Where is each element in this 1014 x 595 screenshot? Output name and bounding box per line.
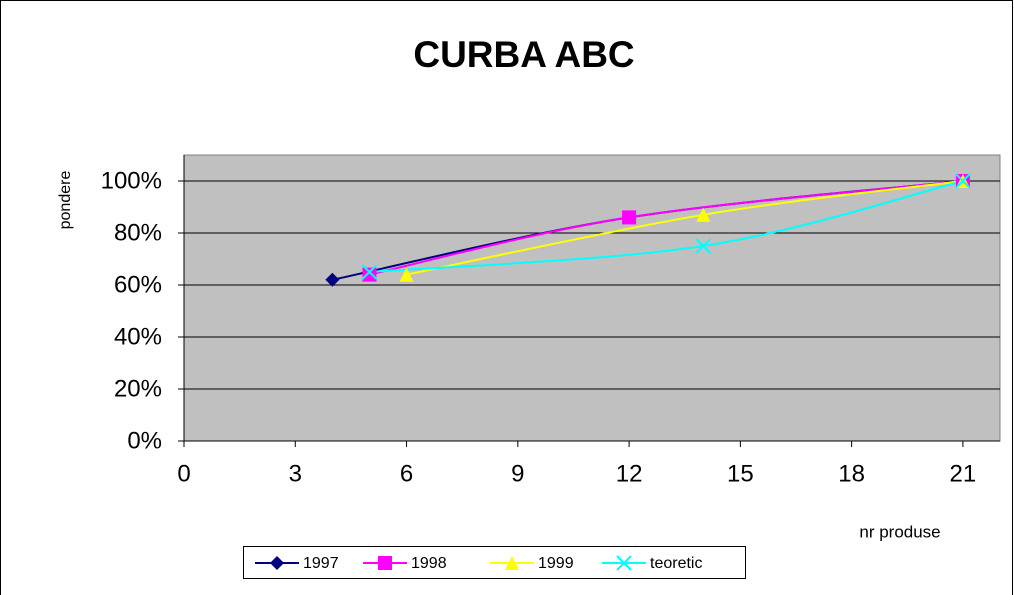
x-tick-label: 15 bbox=[727, 460, 754, 487]
y-tick-label: 20% bbox=[114, 375, 162, 402]
data-point bbox=[622, 210, 637, 225]
chart-title: CURBA ABC bbox=[413, 34, 634, 75]
data-point bbox=[325, 272, 340, 287]
legend-label: teoretic bbox=[650, 555, 702, 572]
data-point bbox=[955, 173, 971, 189]
x-tick-label: 9 bbox=[511, 460, 524, 487]
x-tick-label: 18 bbox=[838, 460, 865, 487]
y-tick-label: 60% bbox=[114, 271, 162, 298]
legend-marker bbox=[505, 556, 519, 570]
x-tick-label: 0 bbox=[177, 460, 190, 487]
data-point bbox=[695, 238, 711, 254]
legend-label: 1999 bbox=[538, 555, 574, 572]
x-tick-label: 12 bbox=[616, 460, 643, 487]
data-point bbox=[362, 267, 377, 282]
x-tick-label: 21 bbox=[950, 460, 977, 487]
data-point bbox=[361, 264, 378, 280]
x-tick-label: 6 bbox=[400, 460, 413, 487]
y-tick-label: 40% bbox=[114, 323, 162, 350]
y-tick-label: 0% bbox=[127, 427, 162, 454]
legend-label: 1997 bbox=[303, 555, 339, 572]
data-point bbox=[696, 207, 711, 222]
y-tick-label: 100% bbox=[101, 167, 162, 194]
legend-marker bbox=[616, 555, 632, 571]
data-point bbox=[399, 267, 414, 282]
legend-marker bbox=[378, 556, 392, 570]
legend-marker bbox=[270, 556, 284, 570]
x-tick-label: 3 bbox=[289, 460, 302, 487]
y-tick-label: 80% bbox=[114, 219, 162, 246]
plot-area bbox=[183, 154, 1001, 442]
legend-label: 1998 bbox=[411, 555, 447, 572]
x-axis-label: nr produse bbox=[859, 522, 940, 541]
y-axis-label: pondere bbox=[57, 171, 74, 230]
